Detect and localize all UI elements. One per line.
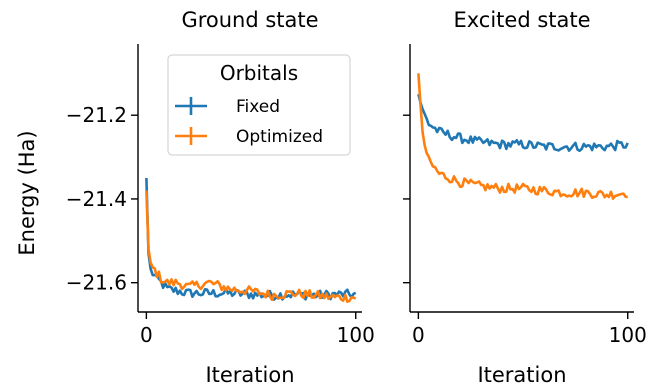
panel-title: Excited state xyxy=(453,8,590,32)
x-tick-label: 100 xyxy=(337,323,375,347)
x-axis-label: Iteration xyxy=(477,363,566,386)
panel-title: Ground state xyxy=(181,8,318,32)
y-axis-label: Energy (Ha) xyxy=(15,130,39,255)
x-tick-label: 0 xyxy=(412,323,425,347)
y-tick-label: −21.2 xyxy=(66,103,127,127)
y-tick-label: −21.6 xyxy=(66,271,127,295)
x-tick-label: 100 xyxy=(609,323,647,347)
series-line-optimized xyxy=(145,190,357,304)
legend-title: Orbitals xyxy=(220,61,298,85)
series-line-optimized xyxy=(417,73,628,200)
legend-entry-label: Optimized xyxy=(236,127,323,147)
legend: Orbitals Fixed Optimized xyxy=(167,54,351,156)
x-tick-label: 0 xyxy=(140,323,153,347)
x-axis-label: Iteration xyxy=(205,363,294,386)
legend-box xyxy=(167,54,351,156)
plot-layer: Ground state −21.6 −21.4 −21.2 0 100 Iteration… xyxy=(66,8,647,386)
series-line-fixed xyxy=(145,177,357,301)
y-tick-label: −21.4 xyxy=(66,187,127,211)
legend-entry-label: Fixed xyxy=(236,97,280,117)
series-line-fixed xyxy=(417,93,629,153)
